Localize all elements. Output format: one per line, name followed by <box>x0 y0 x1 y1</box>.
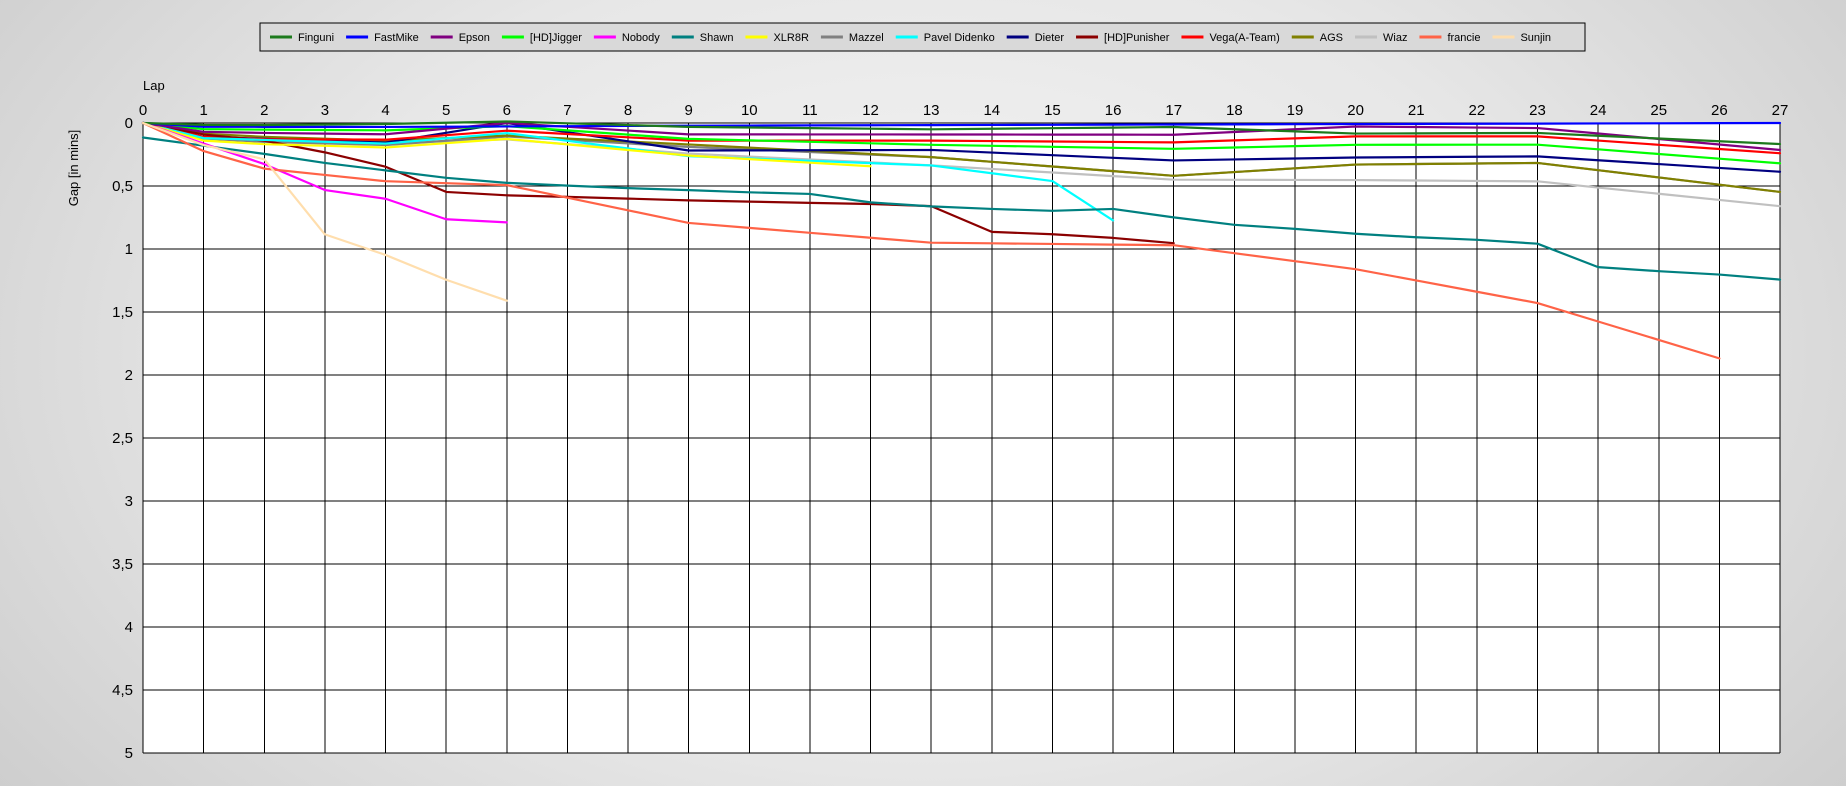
svg-text:5: 5 <box>442 102 450 119</box>
svg-text:20: 20 <box>1347 102 1364 119</box>
svg-text:2: 2 <box>125 367 133 384</box>
svg-text:23: 23 <box>1529 102 1546 119</box>
svg-text:24: 24 <box>1590 102 1607 119</box>
svg-text:1: 1 <box>199 102 207 119</box>
svg-text:Sunjin: Sunjin <box>1520 32 1551 44</box>
svg-text:25: 25 <box>1650 102 1667 119</box>
svg-text:9: 9 <box>684 102 692 119</box>
svg-text:Vega(A-Team): Vega(A-Team) <box>1209 32 1279 44</box>
svg-text:21: 21 <box>1408 102 1425 119</box>
svg-text:14: 14 <box>983 102 1000 119</box>
svg-text:4: 4 <box>125 619 133 636</box>
svg-text:1,5: 1,5 <box>112 304 133 321</box>
svg-text:0,5: 0,5 <box>112 178 133 195</box>
svg-text:1: 1 <box>125 241 133 258</box>
svg-text:18: 18 <box>1226 102 1243 119</box>
svg-text:Nobody: Nobody <box>622 32 660 44</box>
svg-text:Mazzel: Mazzel <box>849 32 884 44</box>
svg-text:17: 17 <box>1165 102 1182 119</box>
svg-text:[HD]Jigger: [HD]Jigger <box>530 32 582 44</box>
svg-text:AGS: AGS <box>1320 32 1343 44</box>
svg-text:15: 15 <box>1044 102 1061 119</box>
svg-text:Gap [in mins]: Gap [in mins] <box>66 130 81 207</box>
svg-text:4,5: 4,5 <box>112 682 133 699</box>
svg-text:10: 10 <box>741 102 758 119</box>
svg-text:13: 13 <box>923 102 940 119</box>
svg-text:Epson: Epson <box>459 32 490 44</box>
svg-text:Finguni: Finguni <box>298 32 334 44</box>
svg-text:26: 26 <box>1711 102 1728 119</box>
svg-text:19: 19 <box>1287 102 1304 119</box>
svg-text:2: 2 <box>260 102 268 119</box>
svg-text:3,5: 3,5 <box>112 556 133 573</box>
svg-text:0: 0 <box>139 102 147 119</box>
svg-text:22: 22 <box>1469 102 1486 119</box>
svg-text:8: 8 <box>624 102 632 119</box>
svg-text:12: 12 <box>862 102 879 119</box>
svg-text:Dieter: Dieter <box>1035 32 1065 44</box>
svg-text:0: 0 <box>125 115 133 132</box>
svg-text:Pavel Didenko: Pavel Didenko <box>924 32 995 44</box>
svg-text:11: 11 <box>802 102 818 119</box>
svg-text:6: 6 <box>503 102 511 119</box>
svg-text:4: 4 <box>381 102 389 119</box>
svg-text:XLR8R: XLR8R <box>773 32 809 44</box>
svg-text:Wiaz: Wiaz <box>1383 32 1407 44</box>
svg-text:5: 5 <box>125 745 133 762</box>
svg-text:Shawn: Shawn <box>700 32 734 44</box>
svg-text:7: 7 <box>563 102 571 119</box>
svg-text:3: 3 <box>125 493 133 510</box>
svg-text:FastMike: FastMike <box>374 32 419 44</box>
svg-text:francie: francie <box>1447 32 1480 44</box>
svg-text:2,5: 2,5 <box>112 430 133 447</box>
svg-text:27: 27 <box>1772 102 1789 119</box>
svg-text:16: 16 <box>1105 102 1122 119</box>
svg-text:[HD]Punisher: [HD]Punisher <box>1104 32 1170 44</box>
svg-text:3: 3 <box>321 102 329 119</box>
svg-text:Lap: Lap <box>143 78 165 93</box>
